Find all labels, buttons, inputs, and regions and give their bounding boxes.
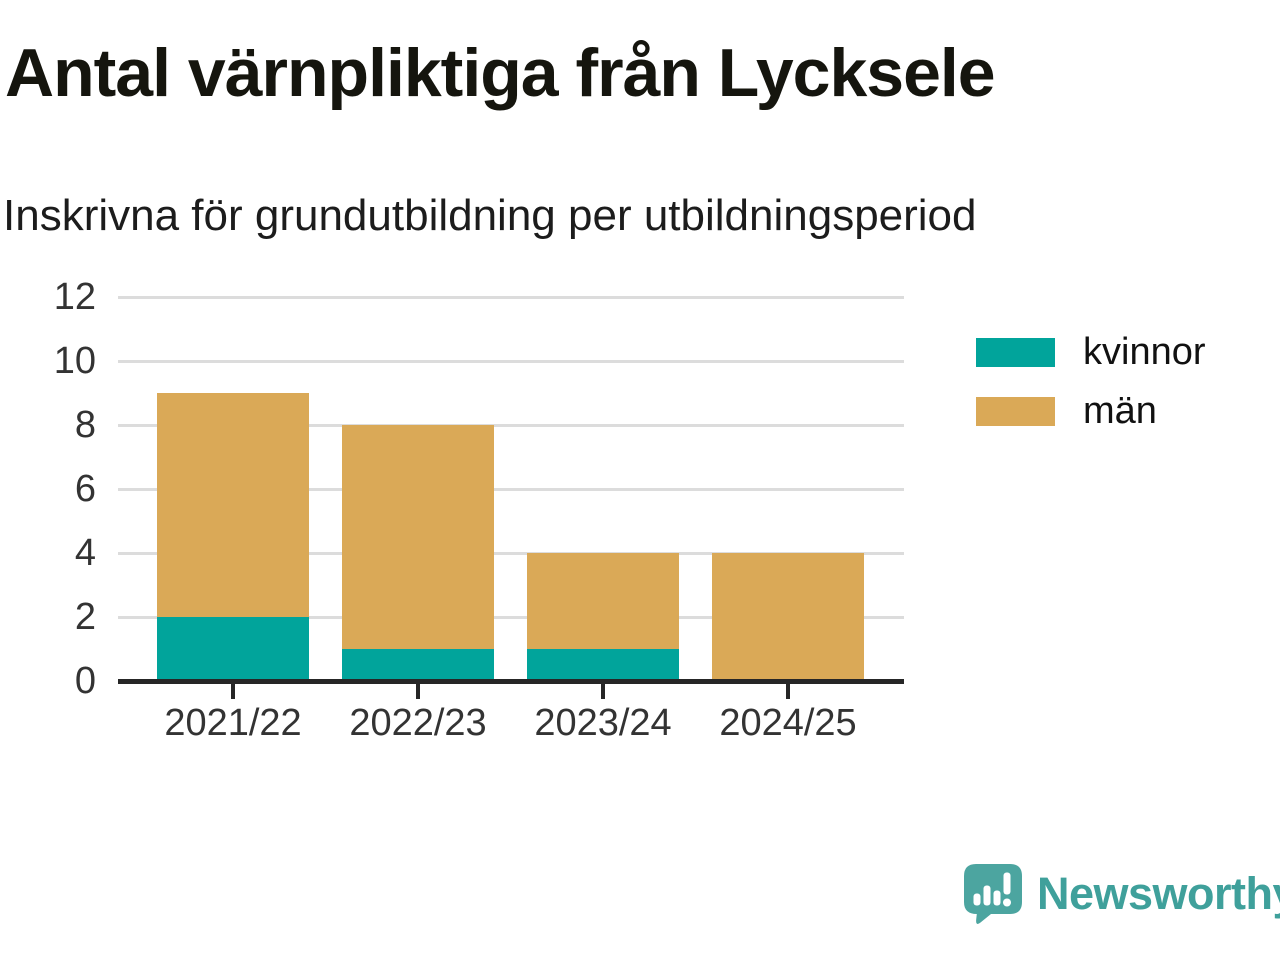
plot-area [118,295,904,681]
y-tick-label-0: 0 [74,660,96,702]
x-tick-2023-24 [601,684,605,699]
bar-segment-2024-25-män [712,553,864,681]
x-axis-line [118,679,904,684]
x-axis-labels: 2021/22 2022/23 2023/24 2024/25 [118,702,904,752]
legend-item-män: män [976,390,1206,432]
x-tick-label-2022-23: 2022/23 [349,702,487,744]
legend-label-män: män [1083,390,1157,432]
legend-swatch-män [976,397,1055,426]
y-tick-label-12: 12 [53,276,96,318]
newsworthy-logo: Newsworthy [963,863,1280,925]
bar-segment-2022-23-män [342,425,494,649]
bar-segment-2022-23-kvinnor [342,649,494,681]
gridline-y-6 [118,487,904,491]
gridline-y-8 [118,423,904,427]
newsworthy-wordmark: Newsworthy [1037,868,1280,919]
y-axis-labels: 0 2 4 6 8 10 12 [0,276,96,717]
legend-label-kvinnor: kvinnor [1083,331,1206,373]
y-tick-label-8: 8 [74,404,96,446]
x-axis-ticks [118,684,904,700]
bar-segment-2023-24-kvinnor [527,649,679,681]
bar-chart-speech-bubble-icon [964,864,1022,924]
x-tick-label-2024-25: 2024/25 [719,702,857,744]
gridline-y-12 [118,295,904,299]
y-tick-label-6: 6 [74,468,96,510]
x-tick-label-2023-24: 2023/24 [534,702,672,744]
x-tick-2022-23 [416,684,420,699]
chart-subtitle: Inskrivna för grundutbildning per utbild… [3,191,977,240]
bar-segment-2021-22-kvinnor [157,617,309,681]
chart-title: Antal värnpliktiga från Lycksele [5,35,996,111]
x-tick-label-2021-22: 2021/22 [164,702,302,744]
bar-segment-2021-22-män [157,393,309,617]
gridline-y-4 [118,551,904,555]
legend: kvinnor män [976,331,1206,456]
y-tick-label-4: 4 [74,532,96,574]
y-tick-label-2: 2 [74,596,96,638]
legend-swatch-kvinnor [976,338,1055,367]
gridline-y-2 [118,615,904,619]
y-tick-label-10: 10 [53,340,96,382]
x-tick-2024-25 [786,684,790,699]
x-tick-2021-22 [231,684,235,699]
bar-segment-2023-24-män [527,553,679,649]
legend-item-kvinnor: kvinnor [976,331,1206,373]
gridline-y-10 [118,359,904,363]
